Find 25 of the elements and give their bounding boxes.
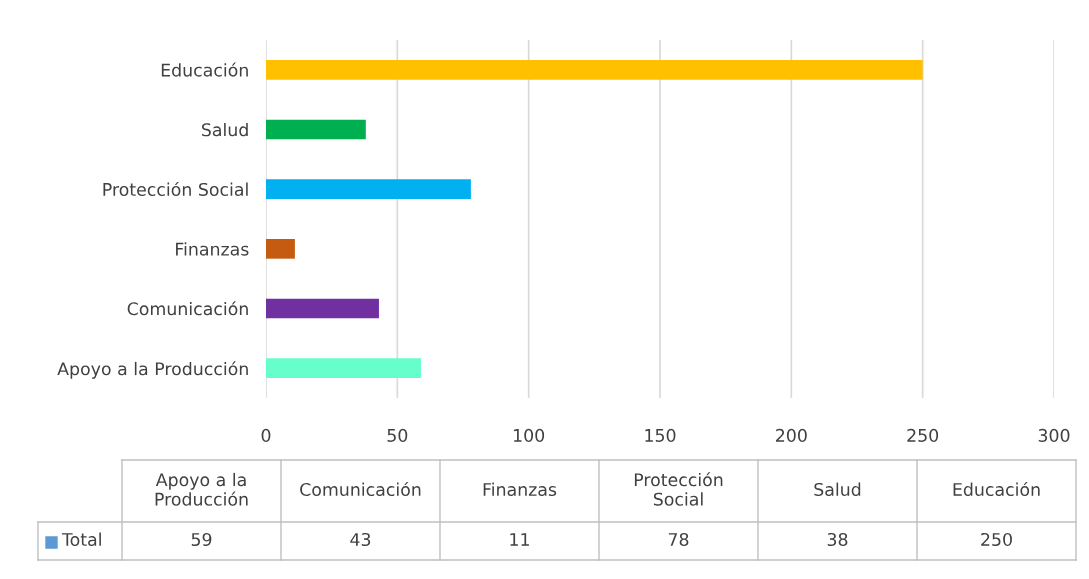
y-tick-label: Finanzas <box>176 242 249 256</box>
text: Total <box>61 532 101 547</box>
x-tick-label: 250 <box>907 428 939 442</box>
y-tick-label: Educación <box>161 62 248 77</box>
text: 43 <box>350 532 371 547</box>
category-label: Salud <box>814 482 861 497</box>
text: 250 <box>981 532 1012 547</box>
y-tick-label: Salud <box>201 122 248 137</box>
x-tick-label: 150 <box>645 428 676 442</box>
category-label: Protección Social <box>634 472 723 506</box>
x-tick-label: 50 <box>387 428 408 442</box>
category-label: Finanzas <box>483 482 557 497</box>
x-tick-label: 200 <box>776 428 807 442</box>
y-tick-label: Protección Social <box>103 181 248 197</box>
x-tick-label: 100 <box>514 428 545 442</box>
x-tick-label: 300 <box>1038 428 1070 442</box>
y-tick-label: Apoyo a la Producción <box>57 361 248 379</box>
text: 59 <box>191 532 212 547</box>
y-tick-label: Comunicación <box>127 301 248 316</box>
text: 38 <box>827 532 848 547</box>
text: 11 <box>510 533 529 546</box>
x-tick-label: 0 <box>261 428 271 442</box>
category-label: Educación <box>953 481 1040 497</box>
category-label: Comunicación <box>300 481 421 497</box>
text: 78 <box>668 532 689 547</box>
